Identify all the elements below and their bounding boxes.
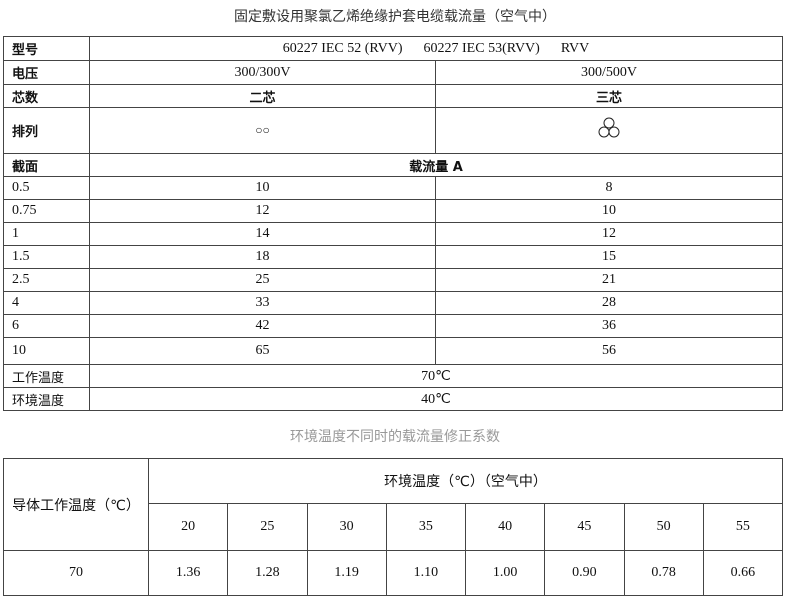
model-label: 型号 xyxy=(3,36,90,61)
cell-three: 12 xyxy=(435,222,783,246)
conductor-temp-value: 70 xyxy=(3,550,149,596)
cell-three: 56 xyxy=(435,337,783,365)
two-circles-icon: ○○ xyxy=(89,107,436,154)
cell-two: 18 xyxy=(89,245,436,269)
voltage-three-core: 300/500V xyxy=(435,60,783,85)
table-row: 4 33 28 xyxy=(3,291,783,315)
cell-three: 21 xyxy=(435,268,783,292)
factor-cell: 0.78 xyxy=(623,550,704,596)
factor-cell: 1.00 xyxy=(464,550,546,596)
cell-section: 1.5 xyxy=(3,245,90,269)
cell-section: 1 xyxy=(3,222,90,246)
ambient-temp-cell: 40 xyxy=(464,503,546,551)
cell-section: 2.5 xyxy=(3,268,90,292)
current-label: 载流量 A xyxy=(89,153,783,177)
factor-cell: 0.66 xyxy=(702,550,784,596)
ambient-temp-cell: 50 xyxy=(623,503,704,551)
cell-three: 10 xyxy=(435,199,783,223)
factor-cell: 0.90 xyxy=(544,550,625,596)
correction-title: 环境温度不同时的载流量修正系数 xyxy=(290,429,500,445)
table-row: 2.5 25 21 xyxy=(3,268,783,292)
factor-cell: 1.28 xyxy=(227,550,308,596)
ampacity-table: 型号 60227 IEC 52 (RVV) 60227 IEC 53(RVV) R… xyxy=(3,36,783,411)
table-row: 1 14 12 xyxy=(3,222,783,246)
cell-three: 15 xyxy=(435,245,783,269)
ambient-temp-cell: 30 xyxy=(306,503,387,551)
correction-table: 导体工作温度（℃） 环境温度（℃）（空气中） 20 25 30 35 40 45 50 55 7… xyxy=(3,458,784,596)
voltage-label: 电压 xyxy=(3,60,90,85)
conductor-temp-header: 导体工作温度（℃） xyxy=(3,458,149,551)
table-row: 1.5 18 15 xyxy=(3,245,783,269)
cell-two: 10 xyxy=(89,176,436,200)
ambient-temp-cell: 45 xyxy=(544,503,625,551)
ambient-temp-label: 环境温度 xyxy=(3,387,90,411)
cell-section: 0.5 xyxy=(3,176,90,200)
cell-section: 4 xyxy=(3,291,90,315)
cores-two: 二芯 xyxy=(89,84,436,108)
cell-two: 33 xyxy=(89,291,436,315)
cell-section: 0.75 xyxy=(3,199,90,223)
model-value: 60227 IEC 52 (RVV) 60227 IEC 53(RVV) RVV xyxy=(89,36,783,61)
ambient-temp-value: 40℃ xyxy=(89,387,783,411)
cell-two: 42 xyxy=(89,314,436,338)
three-circles-triangle-icon xyxy=(435,107,783,154)
table-row: 6 42 36 xyxy=(3,314,783,338)
ambient-temp-cell: 20 xyxy=(147,503,229,551)
table-row: 0.75 12 10 xyxy=(3,199,783,223)
cell-three: 36 xyxy=(435,314,783,338)
cell-section: 10 xyxy=(3,337,90,365)
cell-section: 6 xyxy=(3,314,90,338)
section-label: 截面 xyxy=(3,153,90,177)
cell-two: 12 xyxy=(89,199,436,223)
table-row: 10 65 56 xyxy=(3,337,783,365)
cell-three: 28 xyxy=(435,291,783,315)
cell-two: 65 xyxy=(89,337,436,365)
arrangement-label: 排列 xyxy=(3,107,90,154)
cell-two: 25 xyxy=(89,268,436,292)
factor-cell: 1.19 xyxy=(306,550,387,596)
table-row: 0.5 10 8 xyxy=(3,176,783,200)
ambient-temp-cell: 25 xyxy=(227,503,308,551)
ambient-temp-cell: 35 xyxy=(385,503,467,551)
ambient-temp-cell: 55 xyxy=(702,503,784,551)
ambient-temp-header: 环境温度（℃）（空气中） xyxy=(148,458,783,504)
cores-three: 三芯 xyxy=(435,84,783,108)
cell-two: 14 xyxy=(89,222,436,246)
voltage-two-core: 300/300V xyxy=(89,60,436,85)
table-title: 固定敷设用聚氯乙烯绝缘护套电缆载流量（空气中） xyxy=(234,9,556,25)
work-temp-label: 工作温度 xyxy=(3,364,90,388)
cores-label: 芯数 xyxy=(3,84,90,108)
factor-cell: 1.36 xyxy=(147,550,229,596)
work-temp-value: 70℃ xyxy=(89,364,783,388)
cell-three: 8 xyxy=(435,176,783,200)
factor-cell: 1.10 xyxy=(385,550,467,596)
